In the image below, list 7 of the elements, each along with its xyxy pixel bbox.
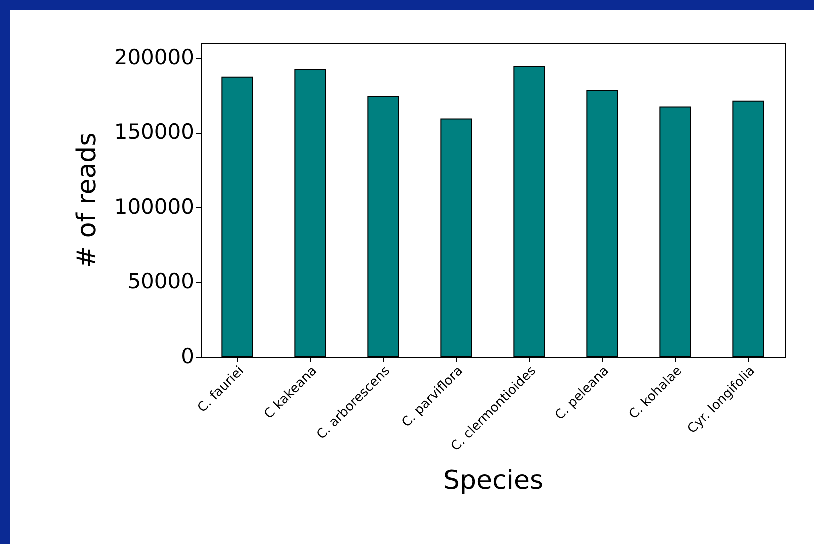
y-axis-title: # of reads	[72, 132, 102, 268]
y-tick-label: 150000	[114, 120, 194, 144]
y-tick-label: 50000	[128, 270, 194, 294]
y-tick-label: 200000	[114, 45, 194, 70]
y-tick-label: 100000	[114, 194, 194, 219]
x-axis-title: Species	[443, 466, 544, 496]
y-tick-label: 0	[181, 344, 194, 368]
